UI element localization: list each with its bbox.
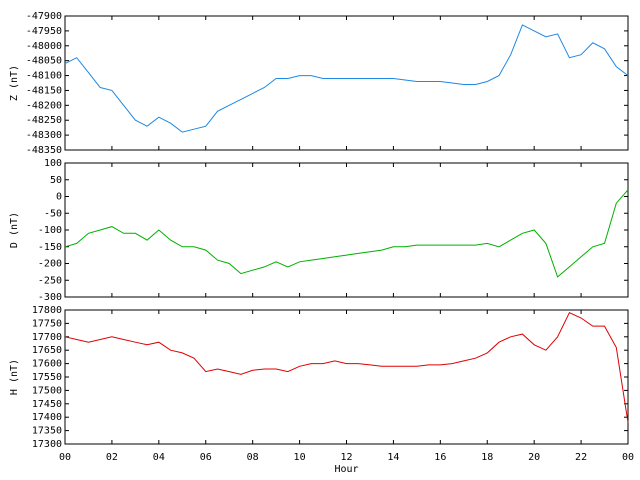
y-tick-label: -200 xyxy=(38,259,62,270)
x-tick-label: 12 xyxy=(340,452,352,463)
series-line xyxy=(64,189,629,278)
y-tick-label: 17550 xyxy=(32,372,62,383)
x-tick-label: 08 xyxy=(247,452,259,463)
y-tick-label: 17400 xyxy=(32,412,62,423)
x-tick-label: 22 xyxy=(575,452,587,463)
y-tick-label: -300 xyxy=(38,292,62,303)
y-tick-label: 17450 xyxy=(32,399,62,410)
series-line xyxy=(64,312,629,423)
x-tick-label: 20 xyxy=(528,452,540,463)
y-tick-label: 0 xyxy=(56,192,62,203)
plot-frame xyxy=(64,162,629,298)
y-axis-label: Z (nT) xyxy=(9,65,20,101)
y-tick-label: 17800 xyxy=(32,305,62,316)
y-tick-label: -100 xyxy=(38,225,62,236)
y-tick-label: 17600 xyxy=(32,359,62,370)
x-tick-label: 00 xyxy=(622,452,634,463)
x-tick-label: 14 xyxy=(387,452,399,463)
x-axis-label: Hour xyxy=(334,464,358,475)
y-axis-label: D (nT) xyxy=(9,212,20,248)
y-tick-label: 100 xyxy=(44,158,62,169)
y-tick-label: 17350 xyxy=(32,426,62,437)
y-tick-label: -48100 xyxy=(26,71,62,82)
y-tick-label: -150 xyxy=(38,242,62,253)
x-tick-label: 02 xyxy=(106,452,118,463)
x-tick-label: 04 xyxy=(153,452,165,463)
y-tick-label: 17750 xyxy=(32,318,62,329)
x-tick-label: 00 xyxy=(59,452,71,463)
y-tick-label: -47950 xyxy=(26,26,62,37)
y-tick-label: 17700 xyxy=(32,332,62,343)
y-axis-label: H (nT) xyxy=(9,359,20,395)
series-line xyxy=(64,24,629,133)
y-tick-label: 17500 xyxy=(32,385,62,396)
x-tick-label: 10 xyxy=(294,452,306,463)
x-tick-label: 16 xyxy=(434,452,446,463)
plot-frame xyxy=(64,309,629,445)
y-tick-label: -48200 xyxy=(26,100,62,111)
x-tick-label: 06 xyxy=(200,452,212,463)
y-tick-label: 50 xyxy=(50,175,62,186)
y-tick-label: -48150 xyxy=(26,85,62,96)
y-tick-label: -47900 xyxy=(26,11,62,22)
y-tick-label: -48350 xyxy=(26,145,62,156)
y-tick-label: -48300 xyxy=(26,130,62,141)
y-tick-label: -48050 xyxy=(26,56,62,67)
y-tick-label: -50 xyxy=(44,208,62,219)
y-tick-label: 17650 xyxy=(32,345,62,356)
y-tick-label: -48250 xyxy=(26,115,62,126)
x-tick-label: 18 xyxy=(481,452,493,463)
y-tick-label: -48000 xyxy=(26,41,62,52)
y-tick-label: 17300 xyxy=(32,439,62,450)
y-tick-label: -250 xyxy=(38,275,62,286)
